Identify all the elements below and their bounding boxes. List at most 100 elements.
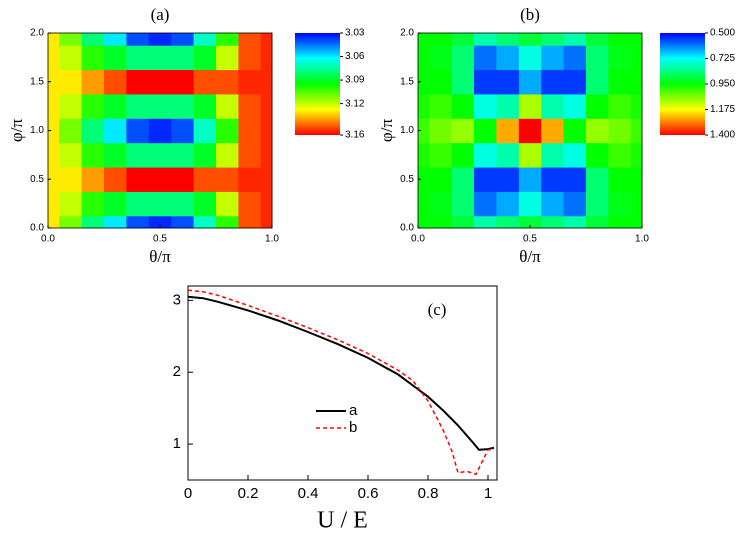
heat-cell <box>418 93 430 119</box>
colorbar-tick-label: 3.09 <box>345 75 365 86</box>
colorbar-tick-label: 3.03 <box>345 28 365 39</box>
heat-cell <box>126 93 150 119</box>
heat-cell <box>104 69 127 95</box>
heat-cell <box>586 118 609 144</box>
heat-cell <box>171 69 195 95</box>
heat-cell <box>171 33 195 46</box>
heat-cell <box>238 215 262 229</box>
heat-cell <box>608 33 632 46</box>
heat-cell <box>81 142 105 168</box>
heat-cell <box>148 45 172 71</box>
heat-cell <box>541 93 565 119</box>
heat-cell <box>48 93 60 119</box>
heat-cell <box>474 93 497 119</box>
heat-cell <box>238 191 262 217</box>
heat-cell <box>541 215 565 229</box>
heat-cell <box>260 93 273 119</box>
y-tick-label: 1.5 <box>400 76 414 87</box>
x-tick-label: 0.2 <box>238 485 259 502</box>
heat-cell <box>541 45 565 71</box>
y-tick-label: 2.0 <box>400 28 414 39</box>
heat-cell <box>474 69 497 95</box>
heat-cell <box>238 69 262 95</box>
heat-cell <box>418 69 430 95</box>
y-tick-label: 0.0 <box>30 223 44 234</box>
heat-cell <box>429 69 453 95</box>
heat-cell <box>260 69 273 95</box>
heat-cell <box>541 33 565 46</box>
heat-cell <box>496 167 520 192</box>
heat-cell <box>563 142 587 168</box>
colorbar-tick-label: 3.16 <box>345 130 365 141</box>
heat-cell <box>216 69 239 95</box>
heat-cell <box>104 33 127 46</box>
heat-cell <box>451 69 475 95</box>
x-tick-label: 0.8 <box>418 485 439 502</box>
heat-cell <box>104 45 127 71</box>
heat-cell <box>193 69 217 95</box>
colorbar-tick-label: 1.400 <box>710 130 735 141</box>
x-tick-label: 0.0 <box>41 234 55 245</box>
heat-cell <box>148 167 172 192</box>
legend-label: a <box>349 402 358 419</box>
heat-cell <box>608 69 632 95</box>
heat-cell <box>193 167 217 192</box>
heat-cell <box>216 118 239 144</box>
heat-cell <box>608 215 632 229</box>
heat-cell <box>193 118 217 144</box>
heat-cell <box>418 118 430 144</box>
heat-cell <box>59 93 83 119</box>
heat-cell <box>630 167 643 192</box>
heat-cell <box>630 118 643 144</box>
heat-cell <box>148 118 172 144</box>
heat-cell <box>630 191 643 217</box>
heat-cell <box>630 215 643 229</box>
heat-cell <box>171 45 195 71</box>
heat-cell <box>429 142 453 168</box>
heat-cell <box>496 93 520 119</box>
heat-cell <box>126 45 150 71</box>
heat-cell <box>541 69 565 95</box>
heat-cell <box>81 93 105 119</box>
chart-annotation: (c) <box>428 300 447 319</box>
heat-cell <box>418 215 430 229</box>
heat-cell <box>193 142 217 168</box>
heat-cell <box>474 167 497 192</box>
heat-cell <box>541 142 565 168</box>
heat-cell <box>541 191 565 217</box>
heat-cell <box>260 191 273 217</box>
heat-cell <box>518 69 542 95</box>
heat-cell <box>48 167 60 192</box>
colorbar-tick-label: 0.950 <box>710 79 735 90</box>
heat-cell <box>171 118 195 144</box>
heat-cell <box>104 93 127 119</box>
heat-cell <box>563 167 587 192</box>
heat-cell <box>148 69 172 95</box>
heat-cell <box>630 69 643 95</box>
heat-cell <box>451 215 475 229</box>
heat-cell <box>518 167 542 192</box>
heat-cell <box>563 215 587 229</box>
x-tick-label: 0.0 <box>411 234 425 245</box>
colorbar-tick-label: 3.12 <box>345 98 365 109</box>
heat-cell <box>81 69 105 95</box>
heat-cell <box>59 142 83 168</box>
heat-cell <box>171 93 195 119</box>
colorbar <box>660 33 705 135</box>
heat-cell <box>81 191 105 217</box>
colorbar-tick-label: 0.500 <box>710 28 735 39</box>
heat-cell <box>429 93 453 119</box>
heat-cell <box>260 167 273 192</box>
heat-cell <box>474 215 497 229</box>
heat-cell <box>48 45 60 71</box>
heat-cell <box>586 215 609 229</box>
y-tick-label: 1.0 <box>30 125 44 136</box>
heat-cell <box>104 191 127 217</box>
y-axis-label: φ/π <box>377 119 396 143</box>
y-tick-label: 3 <box>173 291 181 308</box>
heat-cell <box>260 215 273 229</box>
heat-cell <box>148 191 172 217</box>
heat-cell <box>474 142 497 168</box>
heat-cell <box>104 118 127 144</box>
